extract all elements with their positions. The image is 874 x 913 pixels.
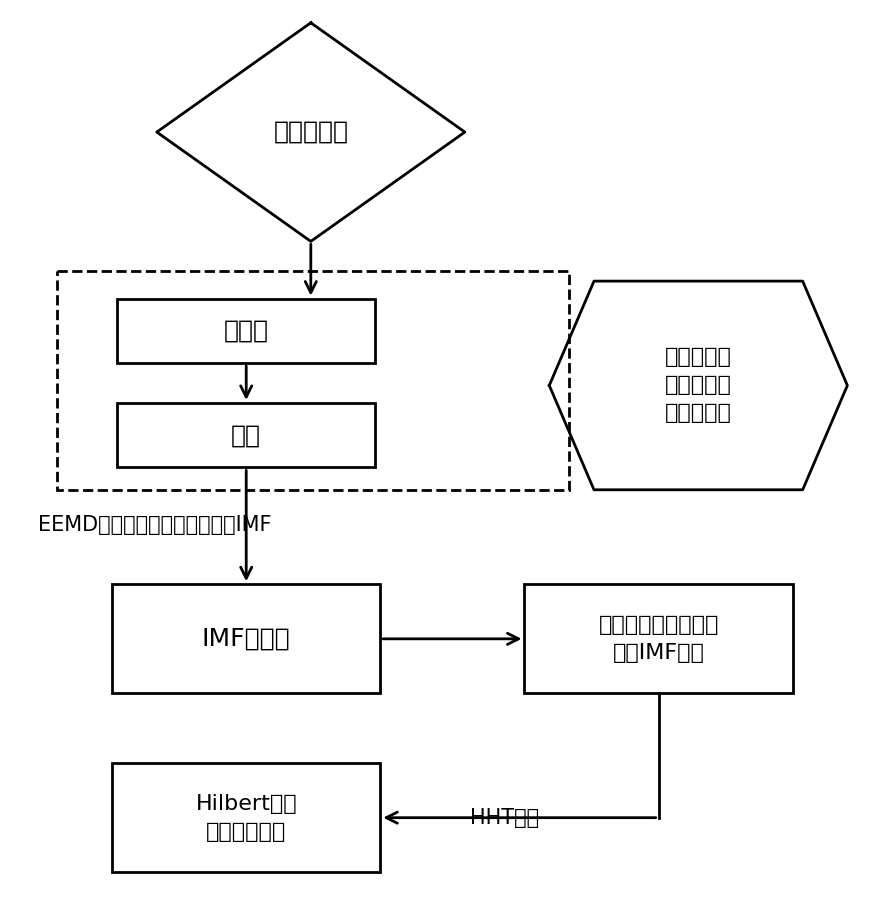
Text: 筛选得到鑉轨波磨对
应的IMF分量: 筛选得到鑉轨波磨对 应的IMF分量 [599,614,718,663]
Text: EEMD分解，获得本征模态函数IMF: EEMD分解，获得本征模态函数IMF [38,515,271,535]
Text: 根据高速铁
路钙轨粗糙
度特征频率: 根据高速铁 路钙轨粗糙 度特征频率 [665,348,732,424]
Polygon shape [112,584,380,694]
Polygon shape [117,403,376,467]
Text: 声信号输入: 声信号输入 [274,121,349,144]
Polygon shape [117,299,376,363]
Text: HHT变换: HHT变换 [470,808,539,828]
Text: 滤波: 滤波 [232,423,261,447]
Polygon shape [112,763,380,872]
Text: IMF能量比: IMF能量比 [202,627,290,651]
Polygon shape [524,584,793,694]
Text: 重采样: 重采样 [224,319,268,342]
Text: Hilbert边际
谱、瞬时频率: Hilbert边际 谱、瞬时频率 [196,793,297,842]
